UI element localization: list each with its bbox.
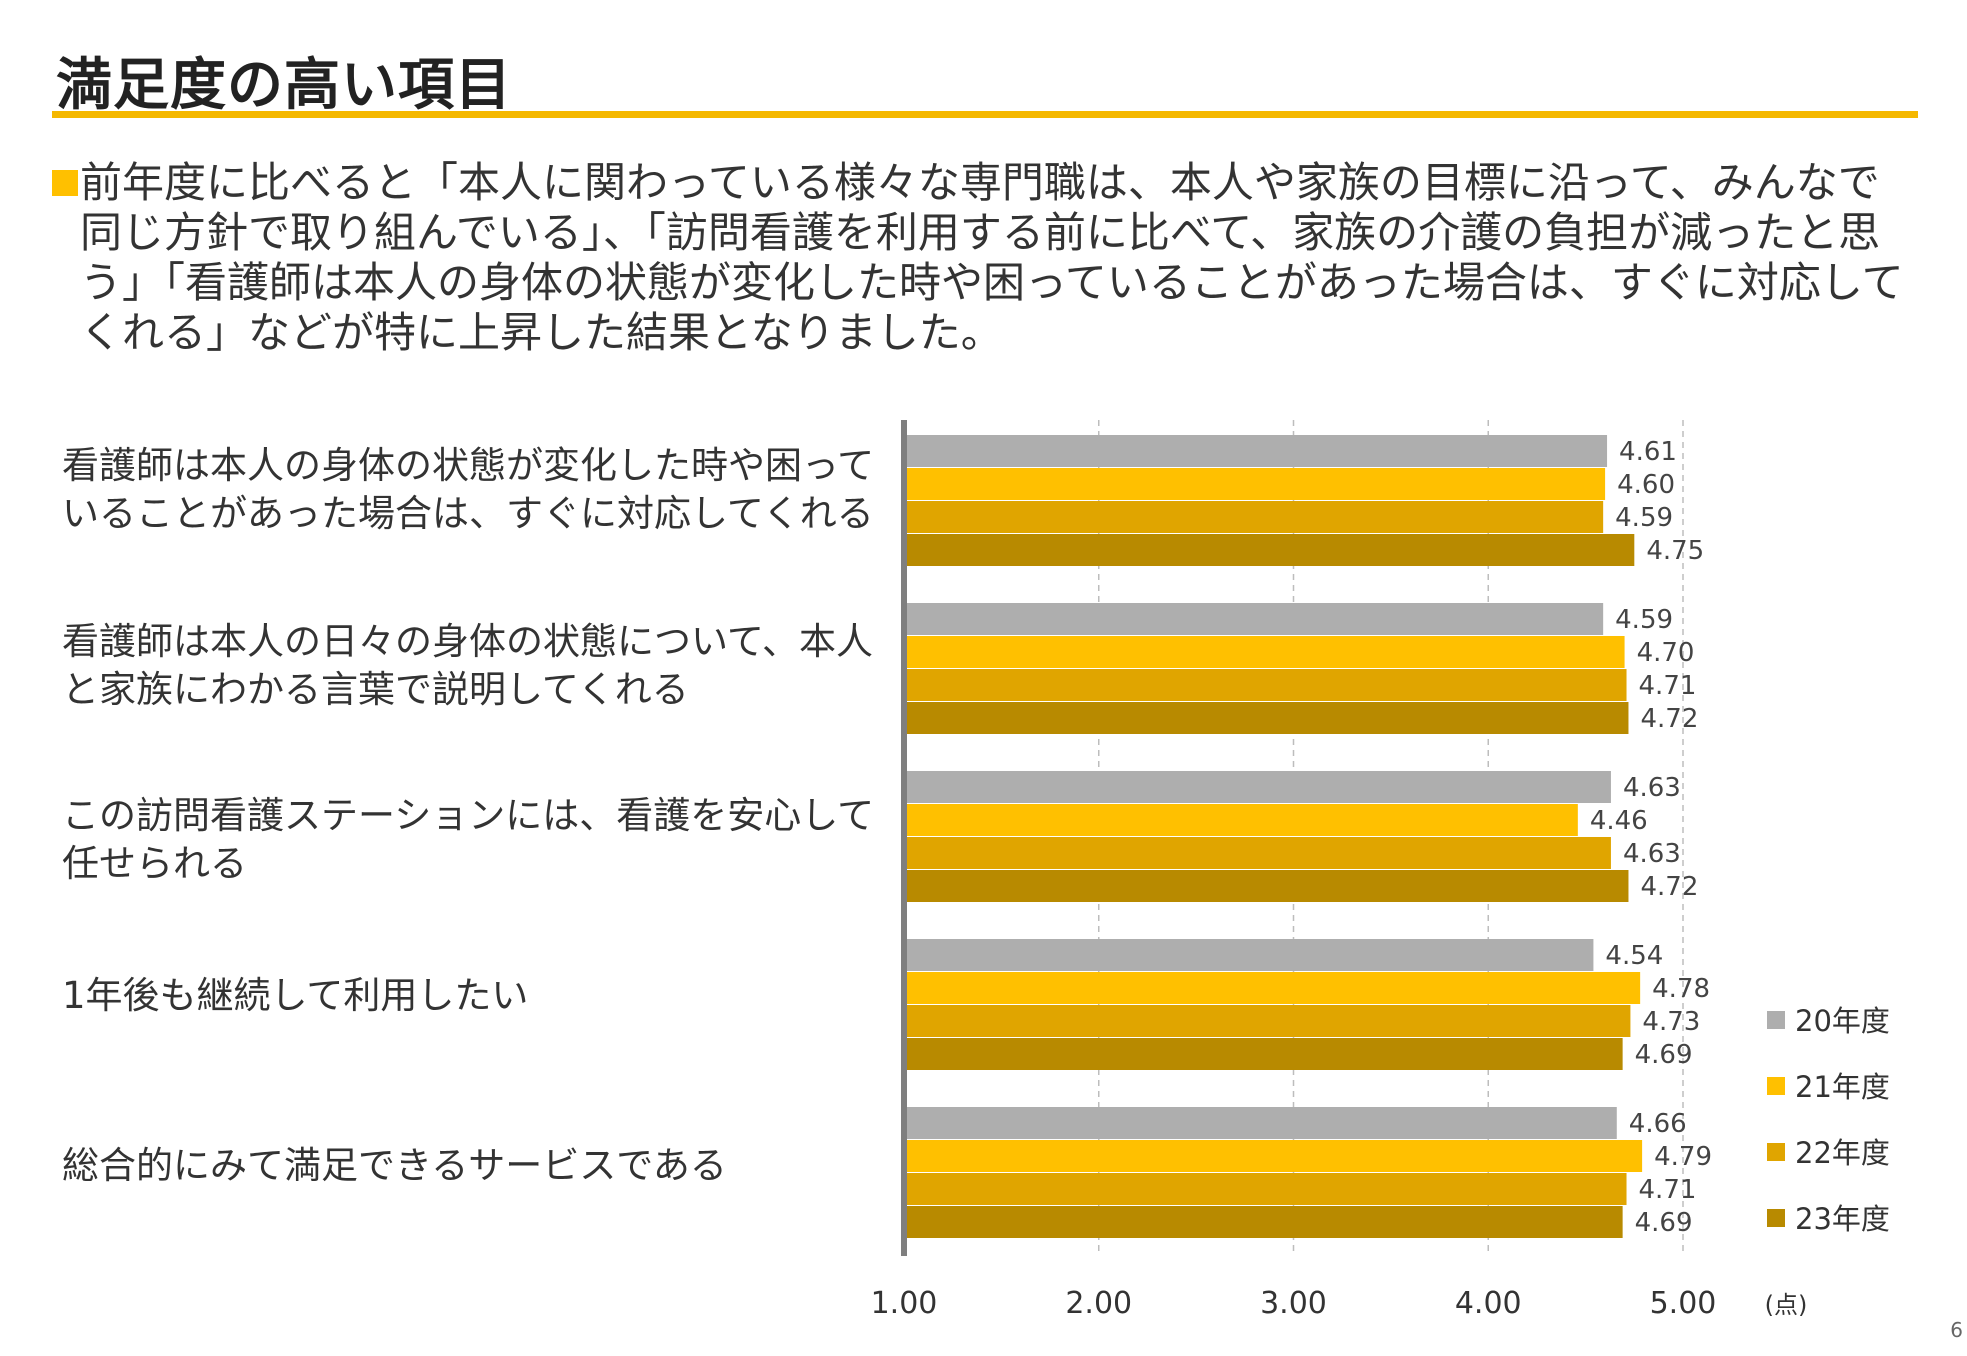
x-tick-label: 1.00 (871, 1286, 938, 1321)
data-label: 4.66 (1629, 1109, 1687, 1139)
category-label-4: 1年後も継続して利用したい (62, 974, 529, 1017)
x-tick-label: 3.00 (1260, 1286, 1327, 1321)
data-label: 4.60 (1617, 470, 1675, 500)
bar (904, 1173, 1627, 1205)
square-bullet-icon (52, 170, 78, 196)
title-underline (52, 111, 1918, 118)
x-tick-label: 2.00 (1065, 1286, 1132, 1321)
data-label: 4.70 (1637, 638, 1695, 668)
bar (904, 1107, 1617, 1139)
legend-label: 20年度 (1795, 1004, 1890, 1038)
page-number: 6 (1950, 1318, 1963, 1342)
legend-swatch (1767, 1209, 1785, 1227)
data-label: 4.72 (1640, 872, 1698, 902)
legend-label: 21年度 (1795, 1070, 1890, 1104)
data-label: 4.73 (1642, 1007, 1700, 1037)
intro-paragraph: 前年度に比べると「本人に関わっている様々な専門職は、本人や家族の目標に沿って、み… (52, 158, 1912, 358)
page-title: 満足度の高い項目 (56, 53, 512, 118)
bar (904, 702, 1629, 734)
legend-swatch (1767, 1011, 1785, 1029)
bar (904, 468, 1606, 500)
bar (904, 1038, 1623, 1070)
bar (904, 669, 1627, 701)
bar (904, 435, 1608, 467)
category-label-2: 看護師は本人の日々の身体の状態について、本人と家族にわかる言葉で説明してくれる (62, 620, 874, 711)
category-label-3: この訪問看護ステーションには、看護を安心して任せられる (62, 794, 875, 885)
bar (904, 972, 1641, 1004)
data-label: 4.79 (1654, 1142, 1712, 1172)
data-label: 4.54 (1605, 941, 1663, 971)
bar (904, 636, 1625, 668)
legend-swatch (1767, 1077, 1785, 1095)
data-label: 4.78 (1652, 974, 1710, 1004)
intro-text: 前年度に比べると「本人に関わっている様々な専門職は、本人や家族の目標に沿って、み… (80, 158, 1904, 357)
x-tick-label: 5.00 (1650, 1286, 1717, 1321)
bar (904, 804, 1578, 836)
category-label-5: 総合的にみて満足できるサービスである (62, 1144, 727, 1187)
data-label: 4.71 (1639, 1175, 1697, 1205)
bar (904, 603, 1604, 635)
x-unit-label: (点) (1765, 1291, 1808, 1319)
data-label: 4.72 (1640, 704, 1698, 734)
bar (904, 870, 1629, 902)
data-label: 4.61 (1619, 437, 1677, 467)
data-label: 4.59 (1615, 605, 1673, 635)
bar (904, 939, 1594, 971)
bar (904, 771, 1611, 803)
data-label: 4.71 (1639, 671, 1697, 701)
bar (904, 1206, 1623, 1238)
bar (904, 501, 1604, 533)
legend-label: 22年度 (1795, 1136, 1890, 1170)
data-label: 4.69 (1635, 1040, 1693, 1070)
bar (904, 534, 1635, 566)
legend-swatch (1767, 1143, 1785, 1161)
bar (904, 1140, 1643, 1172)
data-label: 4.46 (1590, 806, 1648, 836)
category-label-1: 看護師は本人の身体の状態が変化した時や困っていることがあった場合は、すぐに対応し… (62, 444, 875, 535)
data-label: 4.69 (1635, 1208, 1693, 1238)
data-label: 4.63 (1623, 773, 1681, 803)
data-label: 4.75 (1646, 536, 1704, 566)
data-label: 4.59 (1615, 503, 1673, 533)
bar (904, 1005, 1631, 1037)
x-tick-label: 4.00 (1455, 1286, 1522, 1321)
data-label: 4.63 (1623, 839, 1681, 869)
bar (904, 837, 1611, 869)
legend-label: 23年度 (1795, 1202, 1890, 1236)
